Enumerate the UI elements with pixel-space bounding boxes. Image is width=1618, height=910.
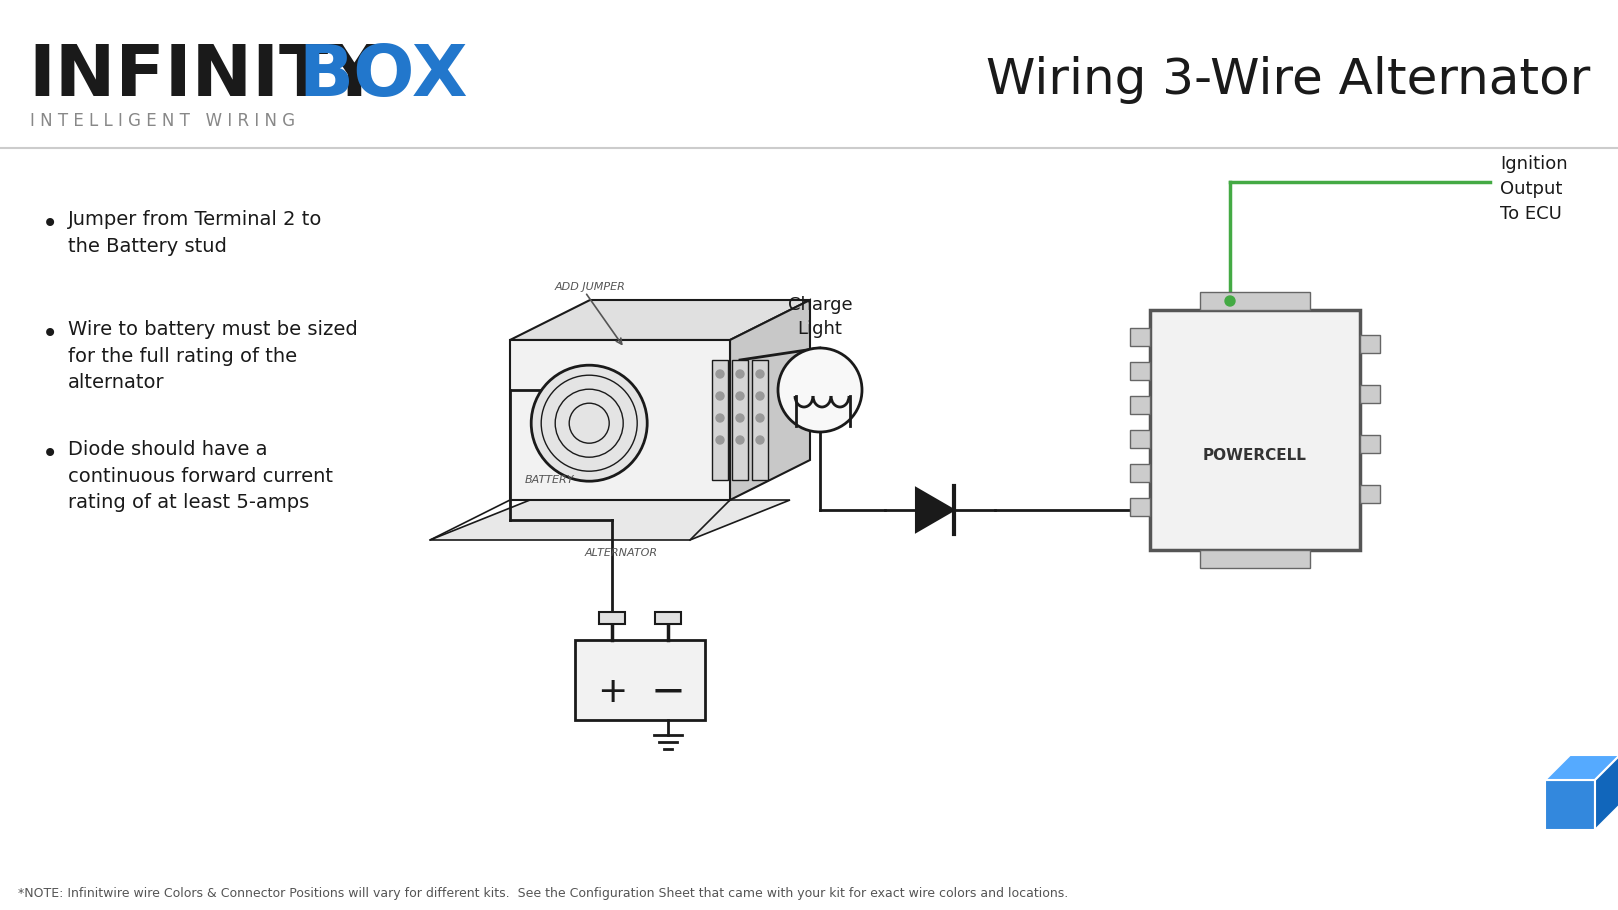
Circle shape [717, 392, 723, 400]
FancyBboxPatch shape [1361, 435, 1380, 453]
Circle shape [717, 414, 723, 422]
Circle shape [778, 348, 862, 432]
Text: Charge
Light: Charge Light [788, 297, 853, 338]
Polygon shape [1595, 755, 1618, 830]
Circle shape [736, 436, 744, 444]
FancyBboxPatch shape [1129, 396, 1150, 414]
Circle shape [736, 414, 744, 422]
FancyBboxPatch shape [1150, 310, 1361, 550]
Circle shape [717, 370, 723, 378]
FancyBboxPatch shape [712, 360, 728, 480]
Text: ADD JUMPER: ADD JUMPER [555, 282, 626, 292]
Polygon shape [510, 300, 811, 340]
FancyBboxPatch shape [1361, 335, 1380, 353]
Polygon shape [1545, 755, 1618, 780]
Polygon shape [1545, 780, 1595, 830]
Circle shape [531, 365, 647, 481]
Text: BATTERY: BATTERY [524, 475, 574, 485]
Circle shape [756, 392, 764, 400]
Text: INFINITY: INFINITY [28, 42, 380, 111]
Polygon shape [510, 340, 730, 500]
Text: −: − [650, 671, 686, 713]
Text: Wiring 3-Wire Alternator: Wiring 3-Wire Alternator [985, 56, 1590, 104]
FancyBboxPatch shape [574, 640, 705, 720]
FancyBboxPatch shape [599, 612, 625, 624]
Text: I N T E L L I G E N T   W I R I N G: I N T E L L I G E N T W I R I N G [31, 112, 294, 130]
Text: •: • [42, 210, 58, 238]
FancyBboxPatch shape [1201, 550, 1311, 568]
Circle shape [736, 392, 744, 400]
Circle shape [717, 436, 723, 444]
Text: +: + [597, 675, 628, 709]
FancyBboxPatch shape [1361, 385, 1380, 403]
Text: POWERCELL: POWERCELL [1204, 448, 1307, 462]
FancyBboxPatch shape [1129, 430, 1150, 448]
FancyBboxPatch shape [731, 360, 748, 480]
Text: Wire to battery must be sized
for the full rating of the
alternator: Wire to battery must be sized for the fu… [68, 320, 358, 392]
Text: Jumper from Terminal 2 to
the Battery stud: Jumper from Terminal 2 to the Battery st… [68, 210, 322, 256]
Polygon shape [916, 488, 955, 532]
FancyBboxPatch shape [752, 360, 769, 480]
Text: •: • [42, 440, 58, 468]
FancyBboxPatch shape [1361, 485, 1380, 503]
Text: BOX: BOX [298, 42, 468, 111]
Circle shape [756, 414, 764, 422]
Circle shape [1225, 296, 1235, 306]
FancyBboxPatch shape [1129, 362, 1150, 380]
Circle shape [756, 436, 764, 444]
FancyBboxPatch shape [1129, 328, 1150, 346]
Text: •: • [42, 320, 58, 348]
Polygon shape [430, 500, 790, 540]
FancyBboxPatch shape [1129, 464, 1150, 482]
FancyBboxPatch shape [1201, 292, 1311, 310]
FancyBboxPatch shape [655, 612, 681, 624]
Text: ALTERNATOR: ALTERNATOR [586, 548, 659, 558]
FancyBboxPatch shape [1129, 498, 1150, 516]
Text: Ignition
Output
To ECU: Ignition Output To ECU [1500, 155, 1568, 223]
Text: Diode should have a
continuous forward current
rating of at least 5-amps: Diode should have a continuous forward c… [68, 440, 333, 512]
Polygon shape [730, 300, 811, 500]
Text: *NOTE: Infinitwire wire Colors & Connector Positions will vary for different kit: *NOTE: Infinitwire wire Colors & Connect… [18, 887, 1068, 900]
Circle shape [736, 370, 744, 378]
Circle shape [756, 370, 764, 378]
